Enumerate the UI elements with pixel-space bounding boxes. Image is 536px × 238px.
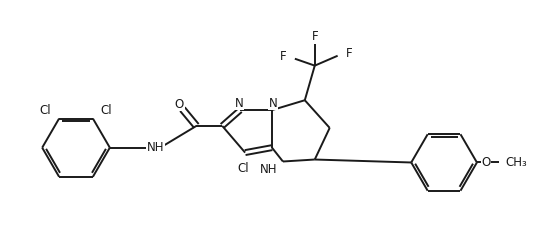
Text: Cl: Cl <box>101 104 113 117</box>
Text: N: N <box>235 97 243 110</box>
Text: NH: NH <box>147 141 165 154</box>
Text: O: O <box>175 98 184 111</box>
Text: Cl: Cl <box>40 104 51 117</box>
Text: F: F <box>346 47 352 60</box>
Text: F: F <box>311 30 318 44</box>
Text: N: N <box>269 97 277 110</box>
Text: CH₃: CH₃ <box>506 156 527 169</box>
Text: Cl: Cl <box>237 162 249 175</box>
Text: NH: NH <box>260 163 278 176</box>
Text: O: O <box>481 156 490 169</box>
Text: F: F <box>280 50 287 63</box>
